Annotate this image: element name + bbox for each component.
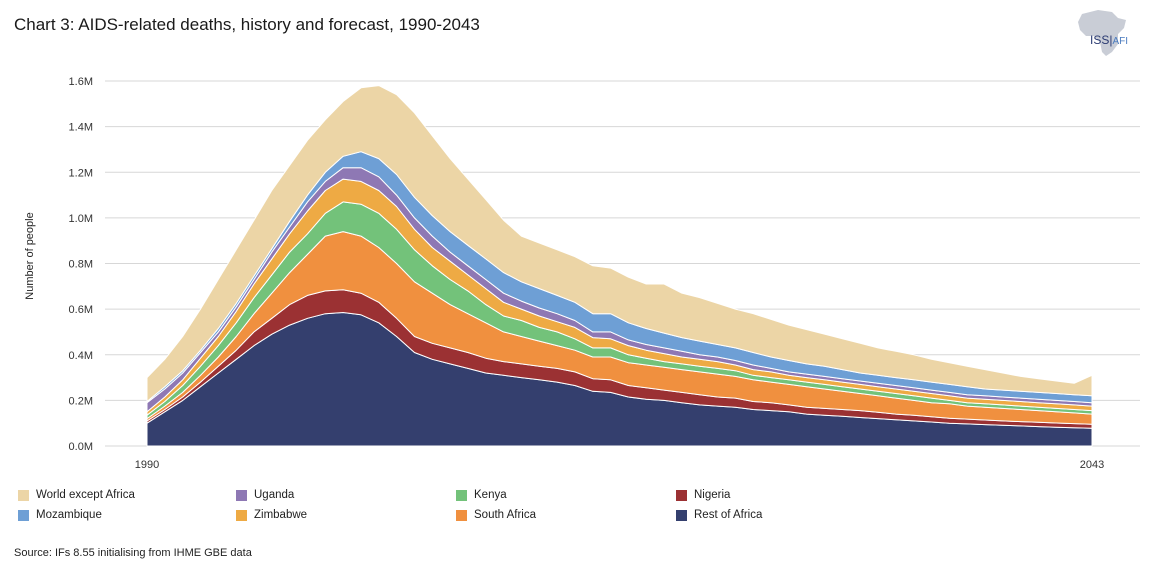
legend-item-mozambique: Mozambique — [18, 509, 102, 521]
area-world-except-africa — [146, 85, 1093, 402]
legend-label: Zimbabwe — [254, 509, 308, 521]
legend-label: Nigeria — [694, 489, 731, 501]
legend-item-zimbabwe: Zimbabwe — [236, 509, 307, 521]
legend-item-world-except-africa: World except Africa — [18, 489, 135, 501]
legend-item-rest-of-africa: Rest of Africa — [676, 509, 762, 521]
legend-label: Mozambique — [36, 509, 102, 521]
legend-item-south-africa: South Africa — [456, 509, 536, 521]
legend-item-nigeria: Nigeria — [676, 489, 730, 501]
logo-separator: | — [1109, 33, 1113, 47]
iss-afi-logo: ISS|AFI — [1090, 33, 1128, 47]
x-axis-ticks: 1990 2043 — [135, 459, 1104, 471]
y-tick-label: 1.4M — [69, 122, 93, 134]
stacked-area-chart: 0.0M 0.2M 0.4M 0.6M 0.8M 1.0M 1.2M 1.4M 1.6M 199… — [24, 76, 1140, 471]
y-axis-ticks: 0.0M 0.2M 0.4M 0.6M 0.8M 1.0M 1.2M 1.4M 1.6M — [69, 76, 93, 453]
legend-label: Uganda — [254, 489, 295, 501]
area-series-group — [146, 85, 1093, 447]
y-axis-label: Number of people — [24, 212, 36, 299]
legend-swatch — [18, 489, 29, 501]
legend-label: World except Africa — [36, 489, 135, 501]
y-tick-label: 1.6M — [69, 76, 93, 88]
legend-label: Kenya — [474, 489, 507, 501]
legend-swatch — [236, 509, 247, 521]
y-tick-label: 0.0M — [69, 441, 93, 453]
x-tick-label: 1990 — [135, 459, 159, 471]
legend-swatch — [676, 509, 687, 521]
legend-item-uganda: Uganda — [236, 489, 294, 501]
legend-swatch — [236, 489, 247, 501]
y-tick-label: 1.0M — [69, 213, 93, 225]
logo-sub-text: AFI — [1112, 36, 1129, 47]
y-tick-label: 0.6M — [69, 304, 93, 316]
y-tick-label: 1.2M — [69, 167, 93, 179]
x-tick-label: 2043 — [1080, 459, 1104, 471]
logo-main-text: ISS — [1090, 33, 1110, 47]
y-tick-label: 0.8M — [69, 259, 93, 271]
y-tick-label: 0.2M — [69, 395, 93, 407]
legend-swatch — [18, 509, 29, 521]
africa-map-icon — [1078, 10, 1126, 56]
source-note: Source: IFs 8.55 initialising from IHME … — [14, 547, 252, 559]
legend-item-kenya: Kenya — [456, 489, 507, 501]
legend-label: Rest of Africa — [694, 509, 763, 521]
legend-label: South Africa — [474, 509, 537, 521]
legend-swatch — [676, 489, 687, 501]
legend-swatch — [456, 489, 467, 501]
y-tick-label: 0.4M — [69, 350, 93, 362]
legend-swatch — [456, 509, 467, 521]
chart-title: Chart 3: AIDS-related deaths, history an… — [14, 15, 480, 34]
